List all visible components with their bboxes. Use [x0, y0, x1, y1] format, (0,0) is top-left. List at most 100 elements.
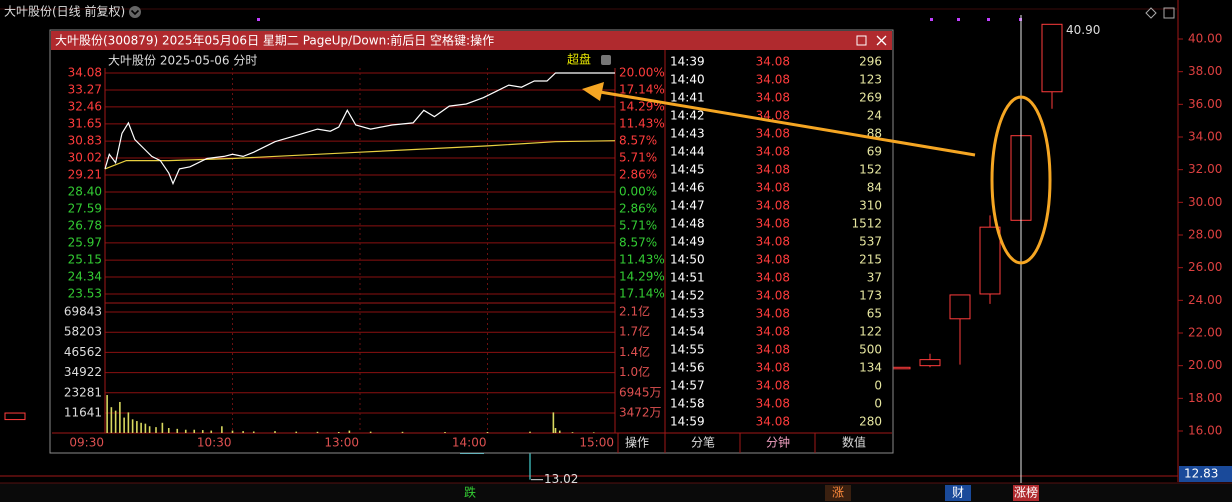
average-line [104, 140, 616, 170]
pct-label: 17.14% [619, 287, 665, 301]
dropdown-arrow [130, 9, 140, 16]
tick-volume: 1512 [851, 217, 882, 231]
tick-volume: 0 [874, 379, 882, 393]
tick-time: 14:52 [670, 289, 705, 303]
y-tick-label: 34.00 [1188, 130, 1222, 144]
tick-price: 34.08 [756, 181, 790, 195]
dropdown-icon[interactable] [129, 6, 141, 18]
bottom-tab-bg [1013, 485, 1039, 501]
bottom-tab[interactable]: 涨 [832, 485, 844, 500]
tick-price: 34.08 [756, 163, 790, 177]
close-button[interactable] [876, 35, 887, 46]
bottom-tab[interactable]: 财 [952, 486, 964, 500]
tick-volume: 123 [859, 73, 882, 87]
annotation-arrow [599, 90, 976, 157]
tick-time: 14:44 [670, 145, 705, 159]
pct-label: 14.29% [619, 270, 665, 284]
tick-time: 14:51 [670, 271, 705, 285]
time-label: 14:00 [452, 436, 487, 450]
pct-label: 0.00% [619, 184, 657, 198]
diamond-icon[interactable] [1145, 7, 1157, 19]
price-tick-label: 23.53 [68, 287, 102, 301]
popup-titlebar [51, 31, 892, 50]
amount-label: 6945万 [619, 385, 662, 399]
price-tick-label: 30.83 [68, 134, 102, 148]
time-label: 10:30 [197, 436, 232, 450]
pct-label: 5.71% [619, 151, 657, 165]
bottom-tab[interactable]: 跌 [464, 485, 476, 500]
table-tab[interactable]: 数值 [842, 435, 866, 450]
tick-time: 14:43 [670, 127, 705, 141]
window-title: 大叶股份(日线 前复权) [4, 4, 125, 19]
volume-tick-label: 69843 [64, 305, 102, 319]
candle-body [979, 226, 1001, 295]
tick-volume: 537 [859, 235, 882, 249]
candle-body [949, 294, 971, 320]
popup-title: 大叶股份(300879) 2025年05月06日 星期二 PageUp/Down… [55, 33, 494, 48]
pct-label: 11.43% [619, 253, 665, 267]
pct-label: 8.57% [619, 235, 657, 249]
price-line [104, 72, 615, 186]
tick-time: 14:50 [670, 253, 705, 267]
tick-price: 34.08 [756, 127, 790, 141]
highlight-ellipse [990, 95, 1052, 265]
super-button[interactable]: 超盘 [567, 52, 591, 67]
tick-time: 14:55 [670, 343, 705, 357]
y-tick-label: 26.00 [1188, 260, 1222, 274]
cursor-label-box [1179, 466, 1232, 482]
chart-subtitle: 大叶股份 2025-05-06 分时 [108, 54, 257, 68]
y-tick-label: 16.00 [1188, 424, 1222, 438]
tick-volume: 173 [859, 289, 882, 303]
tick-time: 14:59 [670, 415, 705, 429]
time-label: 09:30 [69, 436, 104, 450]
pct-label: 14.29% [619, 99, 665, 113]
popup-frame [49, 29, 894, 454]
tick-volume: 215 [859, 253, 882, 267]
tick-time: 14:39 [670, 55, 705, 69]
tick-volume: 134 [859, 361, 882, 375]
operate-label[interactable]: 操作 [625, 435, 649, 450]
tick-price: 34.08 [756, 325, 790, 339]
daily-chart: 40.00 38.00 36.00 34.00 32.00 30.00 28.00 26.00… [4, 23, 1222, 486]
amount-label: 1.4亿 [619, 344, 650, 359]
bottom-bar [0, 483, 1232, 502]
pct-label: 8.57% [619, 134, 657, 148]
maximize-button[interactable] [856, 35, 867, 46]
toggle-icon[interactable] [601, 55, 611, 65]
tick-volume: 122 [859, 325, 882, 339]
price-tick-label: 29.21 [68, 168, 102, 182]
table-tab[interactable]: 分笔 [691, 435, 715, 450]
amount-label: 1.7亿 [619, 324, 650, 339]
amount-label: 3472万 [619, 406, 662, 420]
tick-time: 14:49 [670, 235, 705, 249]
price-tick-label: 28.40 [68, 184, 102, 198]
amount-label: 2.1亿 [619, 304, 650, 319]
pct-label: 20.00% [619, 66, 665, 80]
tick-price: 34.08 [756, 361, 790, 375]
y-tick-label: 20.00 [1188, 358, 1222, 372]
table-tab[interactable]: 分钟 [766, 435, 790, 450]
volume-tick-label: 11641 [64, 406, 102, 420]
tick-time: 14:45 [670, 163, 705, 177]
amount-label: 1.0亿 [619, 364, 650, 379]
cursor-label: 12.83 [1184, 467, 1218, 481]
tick-price: 34.08 [756, 253, 790, 267]
tick-price: 34.08 [756, 235, 790, 249]
tick-time: 14:56 [670, 361, 705, 375]
tick-time: 14:57 [670, 379, 705, 393]
price-tick-label: 25.97 [68, 235, 102, 249]
tick-volume: 500 [859, 343, 882, 357]
pct-label: 17.14% [619, 82, 665, 96]
marker-dot [957, 18, 960, 21]
bottom-tab[interactable]: 涨榜 [1014, 485, 1038, 500]
tick-volume: 152 [859, 163, 882, 177]
candle-body [4, 412, 26, 421]
window-icon[interactable] [1163, 7, 1175, 19]
volume-tick-label: 34922 [64, 365, 102, 379]
y-tick-label: 36.00 [1188, 97, 1222, 111]
y-tick-label: 30.00 [1188, 195, 1222, 209]
tick-price: 34.08 [756, 199, 790, 213]
price-tick-label: 34.08 [68, 66, 102, 80]
